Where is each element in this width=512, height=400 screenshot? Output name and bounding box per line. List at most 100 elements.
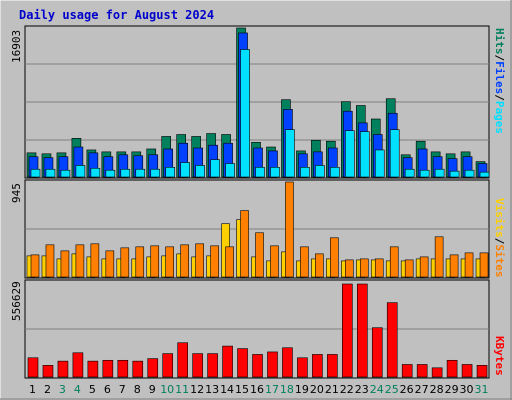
- day-label: 27: [415, 383, 429, 396]
- bar-kbytes: [87, 360, 99, 378]
- bar-pages: [165, 167, 176, 178]
- bar-kbytes: [252, 354, 263, 378]
- bar-kbytes: [312, 354, 323, 378]
- bar-pages: [45, 168, 56, 178]
- bar-pages: [434, 168, 445, 178]
- bar-pages: [464, 169, 475, 178]
- bar-sites: [150, 245, 160, 278]
- bar-kbytes: [132, 360, 144, 378]
- bar-sites: [240, 210, 249, 278]
- bar-sites: [255, 232, 264, 278]
- bar-pages: [225, 163, 235, 178]
- bar-pages: [255, 167, 265, 178]
- day-label: 14: [220, 383, 234, 396]
- day-label: 12: [190, 383, 204, 396]
- legend-visits: Visits: [493, 198, 506, 238]
- bar-kbytes: [102, 359, 114, 378]
- bar-sites: [210, 245, 219, 278]
- bar-sites: [464, 252, 474, 278]
- bars: [26, 27, 490, 378]
- bar-pages: [180, 162, 190, 178]
- visits-max-label: 945: [10, 183, 23, 203]
- bar-pages: [240, 49, 250, 178]
- bar-sites: [90, 243, 100, 278]
- bar-kbytes: [27, 357, 39, 378]
- day-label: 2: [44, 383, 51, 396]
- bar-sites: [300, 246, 309, 278]
- bar-kbytes: [416, 364, 428, 378]
- bar-kbytes: [57, 360, 69, 378]
- bar-kbytes: [431, 367, 443, 378]
- bar-kbytes: [42, 365, 54, 378]
- bar-kbytes: [72, 352, 84, 378]
- day-label: 11: [175, 383, 189, 396]
- day-label: 28: [430, 383, 444, 396]
- bar-pages: [150, 168, 161, 178]
- bar-pages: [210, 159, 220, 178]
- bar-sites: [135, 246, 145, 278]
- bar-sites: [165, 246, 175, 278]
- bar-pages: [90, 167, 101, 178]
- bar-pages: [359, 131, 370, 178]
- bar-sites: [389, 246, 399, 278]
- legend-middle: Visits/Sites: [493, 198, 506, 278]
- bar-sites: [60, 250, 70, 278]
- bar-kbytes: [162, 353, 174, 378]
- bar-sites: [270, 245, 279, 278]
- day-label: 30: [460, 383, 474, 396]
- bar-kbytes: [446, 359, 458, 378]
- bar-sites: [479, 252, 489, 278]
- bar-kbytes: [476, 365, 488, 378]
- bar-sites: [330, 237, 339, 278]
- bar-pages: [75, 165, 86, 178]
- bar-pages: [404, 168, 415, 178]
- hits-max-label: 16903: [10, 30, 23, 63]
- bar-kbytes: [237, 348, 248, 378]
- bar-sites: [374, 258, 384, 278]
- bar-kbytes: [386, 302, 398, 378]
- bar-sites: [180, 244, 189, 278]
- legend-kbytes: KBytes: [493, 336, 506, 376]
- bar-pages: [120, 168, 131, 178]
- legend-hits: Hits: [493, 28, 506, 55]
- bar-sites: [315, 253, 324, 278]
- bar-pages: [135, 168, 146, 178]
- day-label: 29: [445, 383, 459, 396]
- bar-kbytes: [177, 342, 188, 378]
- bar-kbytes: [342, 283, 353, 378]
- day-label: 10: [160, 383, 174, 396]
- bar-kbytes: [222, 345, 233, 378]
- bar-kbytes: [371, 327, 383, 378]
- legend-sep-3: /: [493, 238, 506, 245]
- day-label: 24: [370, 383, 384, 396]
- bar-pages: [345, 130, 355, 178]
- day-label: 23: [355, 383, 369, 396]
- bar-pages: [30, 168, 41, 178]
- bar-kbytes: [207, 353, 218, 378]
- day-label: 31: [475, 383, 489, 396]
- bar-pages: [479, 171, 490, 178]
- day-label: 25: [385, 383, 399, 396]
- day-label: 19: [295, 383, 309, 396]
- legend-top: Hits/Files/Pages: [493, 28, 506, 134]
- legend-sites: Sites: [493, 244, 506, 277]
- bar-kbytes: [282, 347, 293, 378]
- bar-pages: [330, 167, 340, 178]
- legend-sep-2: /: [493, 94, 506, 101]
- day-label: 20: [310, 383, 324, 396]
- day-label: 4: [74, 383, 81, 396]
- day-label: 16: [250, 383, 264, 396]
- bar-sites: [285, 181, 294, 278]
- bar-pages: [300, 167, 310, 178]
- day-label: 3: [59, 383, 66, 396]
- bar-pages: [419, 169, 430, 178]
- bar-sites: [404, 259, 414, 278]
- day-label: 13: [205, 383, 219, 396]
- bar-kbytes: [297, 357, 308, 378]
- bar-sites: [434, 236, 444, 278]
- day-label: 26: [400, 383, 414, 396]
- kbytes-max-label: 556629: [10, 281, 23, 321]
- bar-sites: [195, 243, 204, 278]
